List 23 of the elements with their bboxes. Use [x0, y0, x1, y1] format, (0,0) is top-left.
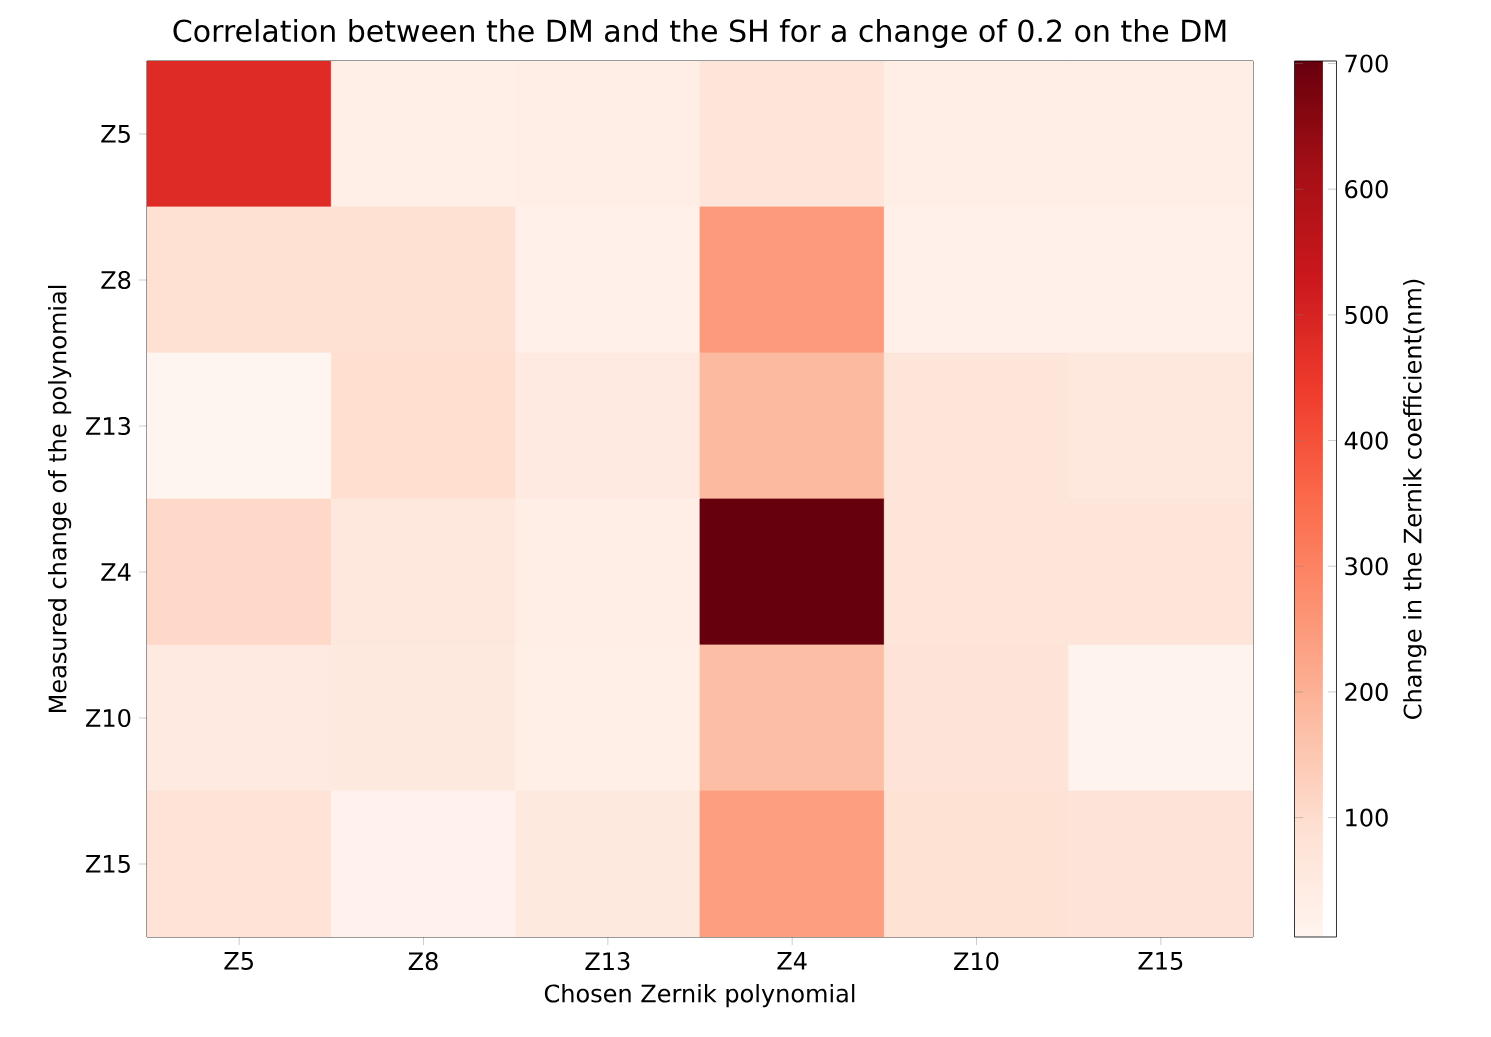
x-tick-label: Z4 — [777, 952, 807, 970]
y-tick-label: Z15 — [86, 855, 130, 873]
x-axis-title: Chosen Zernik polynomial — [544, 983, 855, 1008]
color-bar-label: 300 — [1345, 557, 1388, 576]
y-tick-label: Z8 — [101, 270, 131, 290]
color-bar-label: 200 — [1345, 682, 1388, 701]
color-bar-label: 400 — [1344, 431, 1388, 450]
color-bar-label: 500 — [1345, 305, 1388, 324]
y-tick-label: Z13 — [86, 416, 130, 436]
y-tick-label: Z10 — [86, 708, 131, 728]
y-tick-label: Z4 — [101, 563, 131, 581]
x-tick-label: Z10 — [954, 952, 999, 971]
chart-title: Correlation between the DM and the SH for a change of 0.2 on the DM — [173, 18, 1226, 48]
x-tick-label: Z8 — [408, 952, 438, 971]
x-tick-label: Z15 — [1138, 952, 1183, 970]
x-tick-label: Z5 — [224, 952, 253, 970]
color-bar-title: Change in the Zernik coefficient(nm) — [1403, 279, 1427, 719]
color-bar-label: 100 — [1346, 808, 1388, 827]
y-tick-label: Z5 — [101, 125, 130, 143]
color-bar-label: 600 — [1345, 180, 1388, 199]
color-bar-label: 700 — [1345, 54, 1388, 73]
x-tick-label: Z13 — [585, 952, 630, 971]
y-axis-title: Measured change of the polynomial — [48, 285, 72, 713]
